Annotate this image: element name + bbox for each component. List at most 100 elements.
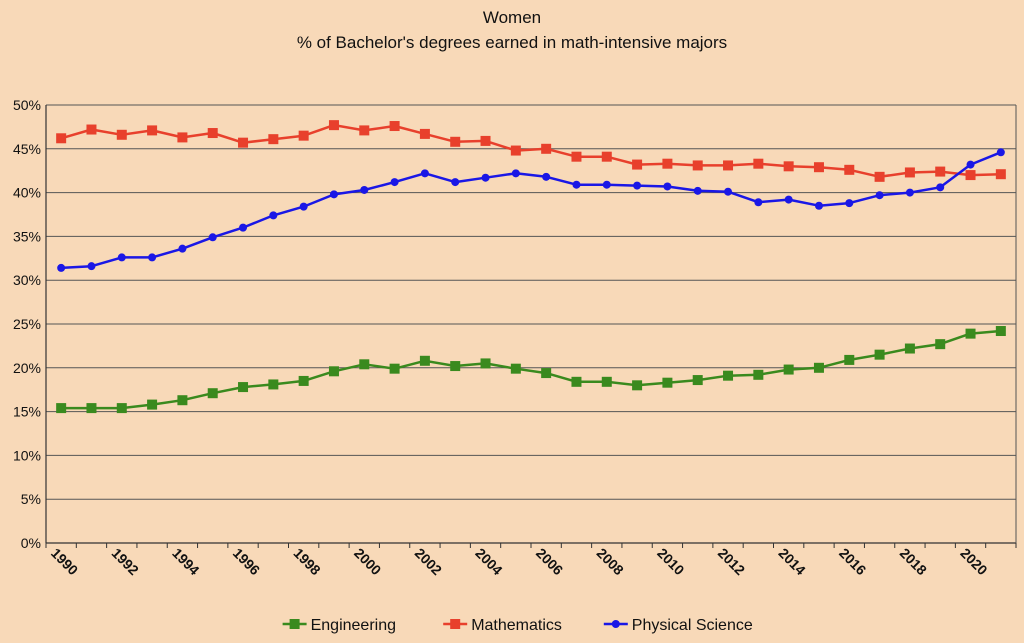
- engineering-point: [177, 395, 188, 406]
- physical-science-point: [966, 160, 975, 169]
- legend-item-mathematics: Mathematics: [443, 617, 562, 634]
- physical-science-point: [784, 195, 793, 204]
- physical-science-point: [905, 188, 914, 197]
- mathematics-point: [116, 129, 127, 140]
- mathematics-point: [450, 136, 461, 147]
- physical-science-point: [996, 148, 1005, 157]
- series-physical-science: [57, 148, 1005, 272]
- physical-science-point: [329, 190, 338, 199]
- physical-science-point: [269, 211, 278, 220]
- x-tick-label: 2006: [533, 545, 566, 578]
- y-tick-label: 20%: [13, 360, 41, 376]
- mathematics-point: [56, 133, 67, 144]
- x-tick-label: 2016: [836, 545, 869, 578]
- x-tick-label: 2010: [654, 545, 687, 578]
- engineering-point: [601, 376, 612, 387]
- engineering-point: [207, 388, 218, 399]
- physical-science-point: [148, 253, 157, 262]
- mathematics-point: [904, 167, 915, 178]
- engineering-line: [61, 329, 1001, 410]
- engineering-point: [632, 380, 643, 391]
- mathematics-point: [147, 125, 158, 136]
- engineering-point: [450, 361, 461, 372]
- y-tick-label: 10%: [13, 447, 41, 463]
- engineering-point: [56, 403, 67, 414]
- physical-science-point: [936, 183, 945, 192]
- physical-science-point: [875, 191, 884, 200]
- series-mathematics: [56, 120, 1006, 182]
- engineering-point: [935, 339, 946, 350]
- x-tick-label: 2004: [472, 545, 505, 578]
- physical-science-point: [693, 186, 702, 195]
- mathematics-point: [571, 151, 582, 162]
- chart-subtitle: % of Bachelor's degrees earned in math-i…: [297, 33, 727, 52]
- legend-label: Mathematics: [471, 617, 562, 634]
- engineering-point: [480, 358, 491, 369]
- y-tick-label: 30%: [13, 272, 41, 288]
- engineering-point: [510, 363, 521, 374]
- engineering-point: [904, 343, 915, 354]
- engineering-point: [874, 349, 885, 360]
- physical-science-point: [542, 172, 551, 181]
- physical-science-point: [814, 201, 823, 210]
- physical-science-point: [845, 199, 854, 208]
- y-tick-label: 50%: [13, 97, 41, 113]
- physical-science-point: [602, 180, 611, 189]
- engineering-point: [238, 382, 249, 393]
- x-tick-label: 1994: [169, 545, 202, 578]
- mathematics-point: [844, 164, 855, 175]
- x-tick-label: 2000: [351, 545, 384, 578]
- mathematics-point: [328, 120, 339, 131]
- engineering-point: [268, 379, 279, 390]
- engineering-point: [753, 369, 764, 380]
- x-tick-label: 1992: [109, 545, 142, 578]
- y-tick-label: 25%: [13, 316, 41, 332]
- mathematics-point: [359, 125, 370, 136]
- mathematics-point: [268, 134, 279, 145]
- mathematics-point: [662, 158, 673, 169]
- mathematics-point: [601, 151, 612, 162]
- y-tick-label: 0%: [21, 535, 41, 551]
- mathematics-point: [935, 166, 946, 177]
- x-tick-labels: 1990 1992 1994 1996 1998 2000 2002 2004 2006 2008…: [48, 545, 991, 578]
- physical-science-point: [633, 181, 642, 190]
- engineering-point: [541, 368, 552, 379]
- physical-science-point: [451, 178, 460, 187]
- mathematics-point: [632, 159, 643, 170]
- series-engineering: [56, 326, 1006, 414]
- legend-item-physical-science: Physical Science: [603, 617, 753, 634]
- legend-swatch-marker: [611, 620, 620, 628]
- physical-science-point: [178, 244, 187, 253]
- engineering-point: [844, 354, 855, 365]
- legend-item-engineering: Engineering: [282, 617, 396, 634]
- gridlines: [46, 104, 1016, 544]
- physical-science-point: [360, 185, 369, 194]
- mathematics-point: [480, 135, 491, 146]
- mathematics-point: [207, 128, 218, 139]
- mathematics-point: [86, 124, 97, 135]
- physical-science-point: [572, 180, 581, 189]
- physical-science-point: [57, 263, 66, 272]
- engineering-point: [389, 363, 400, 374]
- legend-swatch-marker: [289, 619, 300, 629]
- legend-swatch-marker: [450, 619, 461, 629]
- physical-science-point: [754, 198, 763, 207]
- mathematics-point: [692, 160, 703, 171]
- legend: Engineering Mathematics Physical Science: [282, 617, 753, 634]
- x-tick-label: 2014: [776, 545, 809, 578]
- y-tick-label: 45%: [13, 141, 41, 157]
- physical-science-point: [87, 262, 96, 271]
- physical-science-point: [390, 178, 399, 187]
- mathematics-point: [965, 170, 976, 181]
- engineering-point: [995, 326, 1006, 337]
- engineering-point: [116, 403, 127, 414]
- x-tick-label: 1998: [291, 545, 324, 578]
- engineering-point: [692, 375, 703, 386]
- x-tick-label: 2012: [715, 545, 748, 578]
- y-tick-label: 35%: [13, 228, 41, 244]
- mathematics-point: [995, 169, 1006, 180]
- y-tick-label: 15%: [13, 404, 41, 420]
- physical-science-point: [724, 187, 733, 196]
- physical-science-point: [663, 182, 672, 191]
- axes: [45, 105, 1017, 548]
